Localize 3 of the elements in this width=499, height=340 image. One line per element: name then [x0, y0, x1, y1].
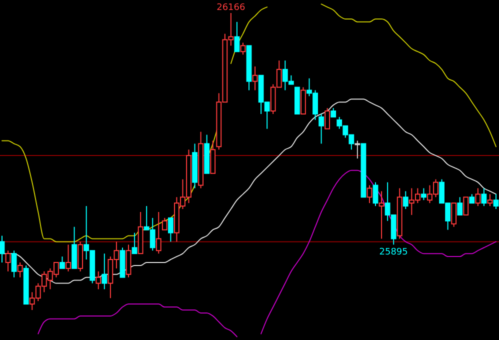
annotation: 26166 — [216, 3, 246, 13]
annotation: 25895 — [379, 248, 408, 258]
candlestick — [378, 190, 384, 240]
